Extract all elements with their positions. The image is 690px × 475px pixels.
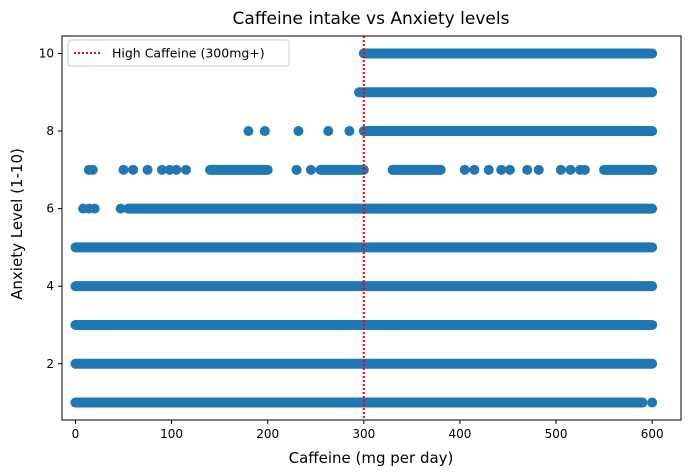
chart-title: Caffeine intake vs Anxiety levels (233, 9, 510, 29)
data-point (171, 165, 181, 175)
data-point (143, 165, 153, 175)
x-tick-label: 0 (72, 427, 80, 441)
data-point (647, 398, 657, 408)
data-point (484, 165, 494, 175)
data-point (580, 165, 590, 175)
data-point (460, 165, 470, 175)
y-axis-label: Anxiety Level (1-10) (8, 148, 26, 300)
scatter-chart: Caffeine intake vs Anxiety levels 0 100 20… (0, 0, 690, 475)
data-point (306, 165, 316, 175)
data-point (505, 165, 515, 175)
data-point (116, 204, 126, 214)
x-tick-label: 200 (256, 427, 279, 441)
y-tick-label: 4 (46, 279, 54, 293)
y-tick-label: 6 (46, 202, 54, 216)
data-point (292, 165, 302, 175)
data-point (90, 204, 100, 214)
x-axis-ticks: 0 100 200 300 400 500 600 (72, 420, 664, 441)
y-tick-label: 8 (46, 124, 54, 138)
x-axis-label: Caffeine (mg per day) (289, 449, 454, 467)
data-point (260, 126, 270, 136)
data-point (181, 165, 191, 175)
y-tick-label: 10 (39, 46, 54, 60)
x-tick-label: 300 (352, 427, 375, 441)
data-point (293, 126, 303, 136)
data-point (534, 165, 544, 175)
data-point (556, 165, 566, 175)
data-point (496, 165, 506, 175)
data-points (75, 53, 657, 407)
legend-entry-label: High Caffeine (300mg+) (112, 46, 265, 61)
data-point (344, 126, 354, 136)
data-point (522, 165, 532, 175)
x-tick-label: 400 (448, 427, 471, 441)
legend: High Caffeine (300mg+) (68, 40, 289, 66)
x-tick-label: 500 (545, 427, 568, 441)
x-tick-label: 100 (160, 427, 183, 441)
data-point (565, 165, 575, 175)
data-point (469, 165, 479, 175)
data-point (323, 126, 333, 136)
data-point (243, 126, 253, 136)
data-point (119, 165, 129, 175)
data-point (128, 165, 138, 175)
data-point (88, 165, 98, 175)
x-tick-label: 600 (641, 427, 664, 441)
y-tick-label: 2 (46, 357, 54, 371)
y-axis-ticks: 2 4 6 8 10 (39, 46, 62, 370)
